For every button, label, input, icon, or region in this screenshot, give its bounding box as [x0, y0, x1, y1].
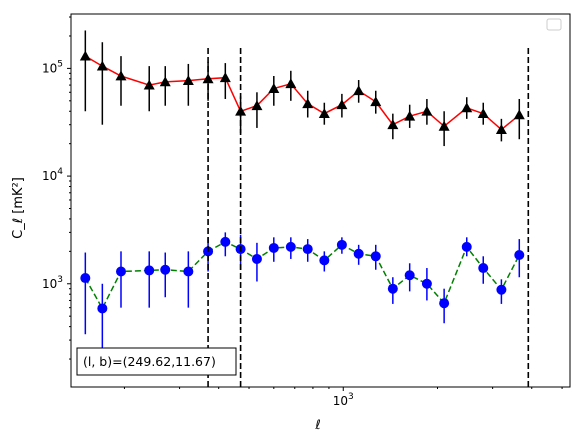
- data-point: [97, 303, 108, 314]
- annotation-box: (l, b)=(249.62,11.67): [76, 347, 237, 376]
- data-point: [513, 109, 525, 120]
- data-point: [251, 253, 262, 264]
- data-point: [182, 75, 194, 86]
- data-point: [319, 255, 330, 266]
- y-tick-label: 104: [42, 167, 63, 183]
- data-point: [370, 96, 382, 107]
- data-point: [387, 283, 398, 294]
- data-point: [302, 98, 314, 109]
- data-point: [353, 85, 365, 96]
- data-point: [495, 124, 507, 135]
- data-point: [183, 266, 194, 277]
- data-point: [160, 264, 171, 275]
- data-point: [235, 105, 247, 116]
- data-point: [478, 263, 489, 274]
- data-point: [159, 76, 171, 87]
- data-point: [144, 265, 155, 276]
- series-2: [80, 232, 525, 360]
- data-point: [143, 79, 155, 90]
- annotation-text: (l, b)=(249.62,11.67): [83, 354, 216, 369]
- x-tick-label: 103: [333, 392, 354, 408]
- reference-lines: [207, 48, 530, 387]
- data-point: [421, 278, 432, 289]
- data-point: [285, 241, 296, 252]
- data-point: [96, 60, 108, 71]
- data-point: [461, 102, 473, 113]
- data-point: [353, 248, 364, 259]
- data-point: [336, 239, 347, 250]
- data-point: [219, 72, 231, 83]
- data-point: [302, 244, 313, 255]
- data-point: [514, 250, 525, 261]
- data-point: [268, 83, 280, 93]
- data-point: [115, 70, 127, 81]
- data-point: [496, 284, 507, 295]
- data-point: [285, 78, 297, 89]
- data-point: [421, 105, 433, 116]
- plot-frame: [70, 13, 571, 388]
- y-tick-label: 105: [42, 59, 63, 75]
- data-point: [404, 110, 416, 121]
- data-point: [404, 270, 415, 281]
- data-point: [477, 108, 489, 119]
- data-point: [438, 120, 450, 131]
- data-point: [268, 242, 279, 253]
- data-point: [439, 298, 450, 309]
- data-point: [220, 236, 231, 247]
- y-tick-label: 103: [42, 275, 63, 291]
- data-point: [461, 241, 472, 252]
- x-axis-label: ℓ: [314, 418, 320, 433]
- data-point: [370, 251, 381, 262]
- data-point: [115, 266, 126, 277]
- data-point: [387, 119, 399, 130]
- data-point: [80, 273, 91, 284]
- data-point: [79, 50, 91, 61]
- axes: 103 104 105 103: [42, 16, 563, 408]
- y-axis-label: C_ℓ [mK²]: [11, 177, 26, 239]
- data-point: [336, 99, 348, 110]
- legend-box: [546, 18, 562, 31]
- data-point: [318, 108, 330, 119]
- data-point: [251, 100, 263, 111]
